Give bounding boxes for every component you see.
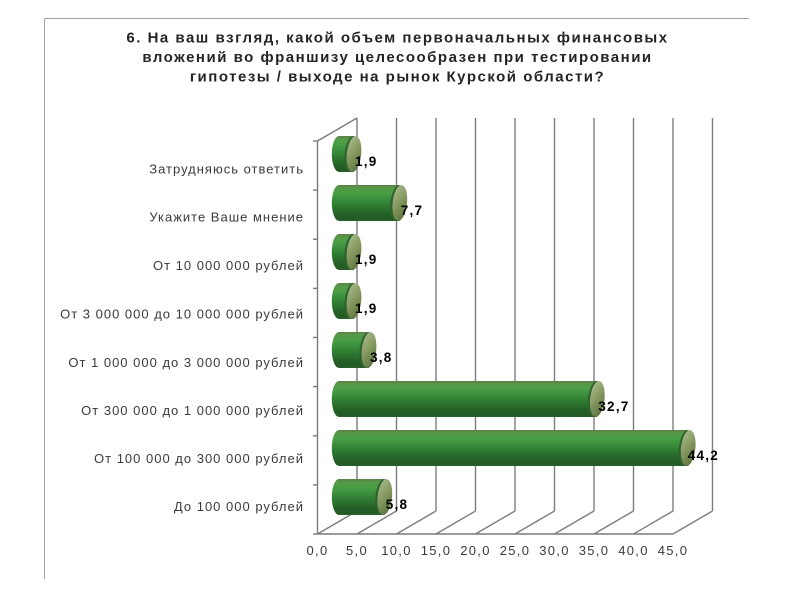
svg-text:7,7: 7,7 bbox=[401, 203, 424, 218]
svg-text:Затрудняюсь ответить: Затрудняюсь ответить bbox=[149, 162, 304, 177]
svg-text:15,0: 15,0 bbox=[421, 543, 452, 558]
svg-text:вложений во франшизу целесообр: вложений во франшизу целесообразен при т… bbox=[142, 49, 652, 66]
svg-text:44,2: 44,2 bbox=[688, 448, 719, 463]
svg-text:От 300 000 до 1 000 000 рублей: От 300 000 до 1 000 000 рублей bbox=[81, 403, 304, 418]
svg-text:До 100 000 рублей: До 100 000 рублей bbox=[174, 499, 304, 514]
svg-text:10,0: 10,0 bbox=[381, 543, 412, 558]
svg-text:От 10 000 000 рублей: От 10 000 000 рублей bbox=[153, 258, 304, 273]
svg-text:30,0: 30,0 bbox=[539, 543, 570, 558]
svg-text:От 3 000 000 до 10 000 000 руб: От 3 000 000 до 10 000 000 рублей bbox=[60, 307, 304, 322]
svg-text:20,0: 20,0 bbox=[460, 543, 491, 558]
svg-text:25,0: 25,0 bbox=[500, 543, 531, 558]
svg-text:гипотезы / выходе на рынок Кур: гипотезы / выходе на рынок Курской облас… bbox=[190, 69, 605, 86]
svg-text:1,9: 1,9 bbox=[355, 154, 378, 169]
svg-text:От 1 000 000 до 3 000 000 рубл: От 1 000 000 до 3 000 000 рублей bbox=[68, 355, 304, 370]
svg-text:32,7: 32,7 bbox=[598, 399, 629, 414]
svg-text:Укажите Ваше мнение: Укажите Ваше мнение bbox=[149, 210, 304, 225]
svg-text:40,0: 40,0 bbox=[618, 543, 649, 558]
svg-text:45,0: 45,0 bbox=[658, 543, 689, 558]
svg-text:3,8: 3,8 bbox=[370, 350, 393, 365]
svg-text:5,0: 5,0 bbox=[346, 543, 368, 558]
svg-text:1,9: 1,9 bbox=[355, 252, 378, 267]
svg-text:35,0: 35,0 bbox=[579, 543, 610, 558]
svg-text:6. На ваш взгляд, какой объем: 6. На ваш взгляд, какой объем первоначал… bbox=[126, 30, 668, 47]
svg-text:От 100 000 до 300 000 рублей: От 100 000 до 300 000 рублей bbox=[94, 451, 304, 466]
svg-text:5,8: 5,8 bbox=[386, 497, 409, 512]
svg-text:0,0: 0,0 bbox=[307, 543, 329, 558]
svg-text:1,9: 1,9 bbox=[355, 301, 378, 316]
